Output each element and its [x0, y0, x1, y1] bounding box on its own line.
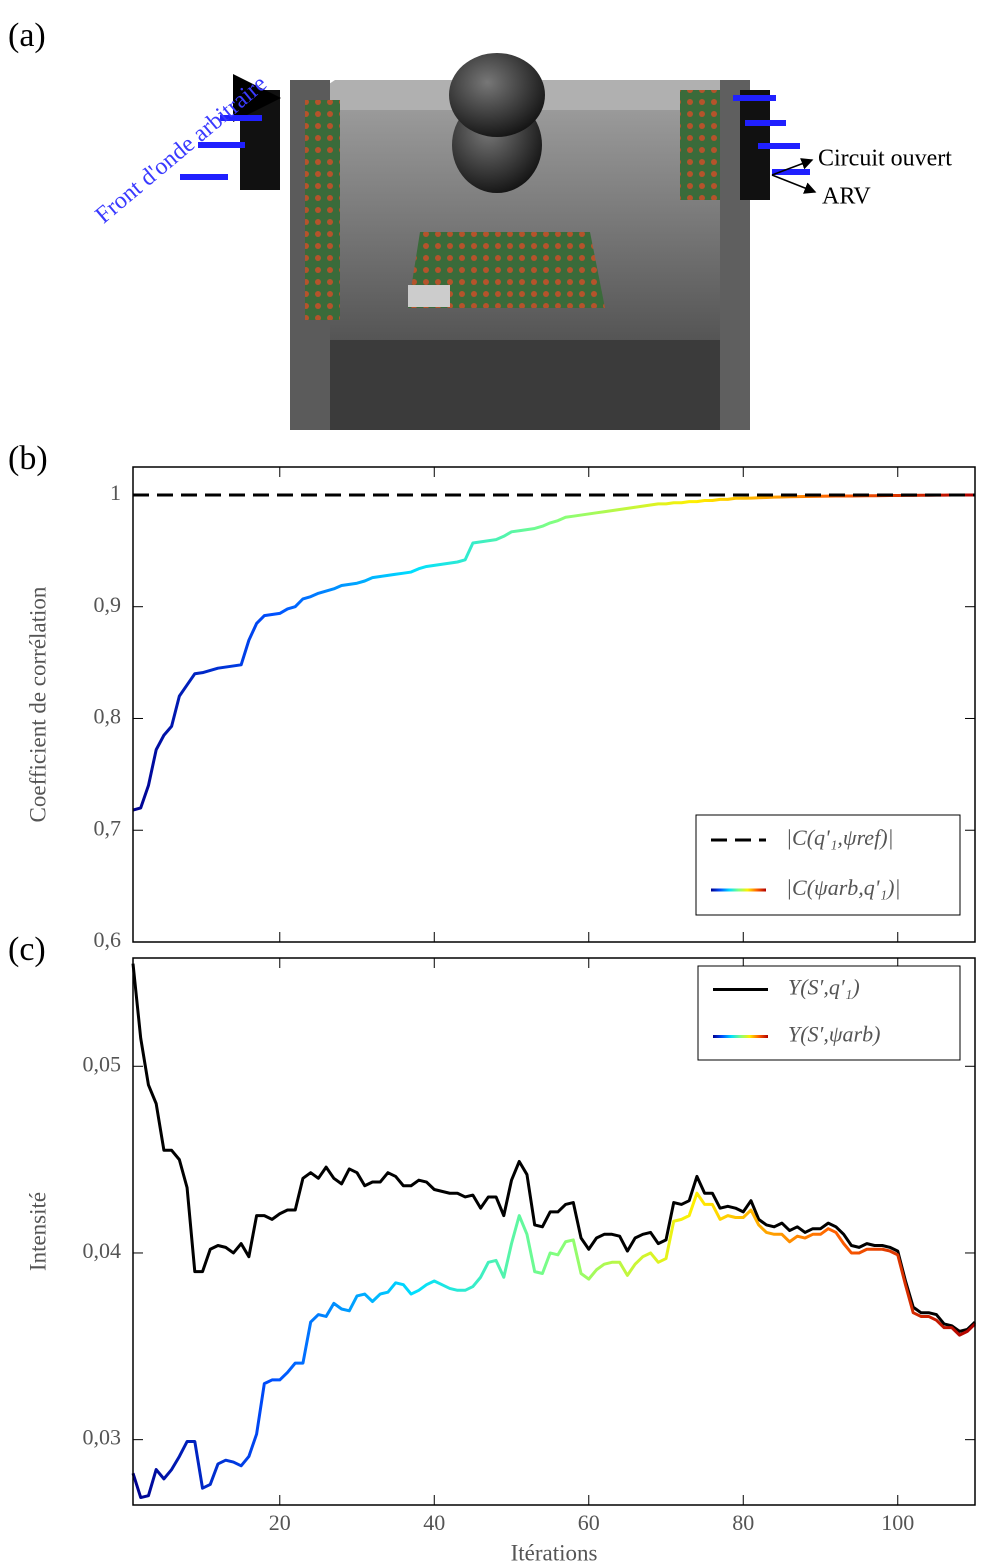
- x-tick-label: 20: [269, 1510, 291, 1535]
- y-tick-label: 0,8: [94, 704, 122, 729]
- panel-label: (c): [8, 931, 46, 968]
- legend-label: |C(q'₁,ψref)|: [786, 825, 894, 850]
- y-tick-label: 0,04: [83, 1238, 122, 1263]
- series-line: [131, 1191, 977, 1500]
- y-tick-label: 0,6: [94, 927, 122, 952]
- legend-label: Y(S′,q′₁): [788, 975, 860, 1000]
- x-tick-label: 100: [881, 1510, 914, 1535]
- y-tick-label: 0,7: [94, 815, 122, 840]
- x-tick-label: 60: [578, 1510, 600, 1535]
- x-tick-label: 40: [423, 1510, 445, 1535]
- legend: [695, 814, 961, 916]
- x-tick-label: 80: [732, 1510, 754, 1535]
- y-axis-label: Intensité: [25, 1192, 50, 1271]
- plot-frame: [132, 957, 976, 1506]
- x-axis-label: Itérations: [511, 1540, 598, 1565]
- y-tick-label: 0,9: [94, 592, 122, 617]
- panel-label: (b): [8, 440, 48, 477]
- legend: [697, 965, 961, 1061]
- panel-label: (a): [8, 17, 46, 54]
- render: [180, 53, 817, 430]
- y-tick-label: 0,05: [83, 1051, 122, 1076]
- y-tick-label: 1: [110, 480, 121, 505]
- legend-label: |C(ψarb,q'₁)|: [786, 875, 901, 900]
- annotation: Circuit ouvert: [818, 146, 952, 172]
- annotation: ARV: [822, 184, 871, 210]
- legend-label: Y(S′,ψarb): [788, 1022, 880, 1047]
- y-tick-label: 0,03: [83, 1425, 122, 1450]
- plot-frame: [132, 466, 976, 943]
- series-line: [132, 493, 975, 812]
- series-line: [131, 963, 977, 1333]
- y-axis-label: Coefficient de corrélation: [25, 586, 50, 822]
